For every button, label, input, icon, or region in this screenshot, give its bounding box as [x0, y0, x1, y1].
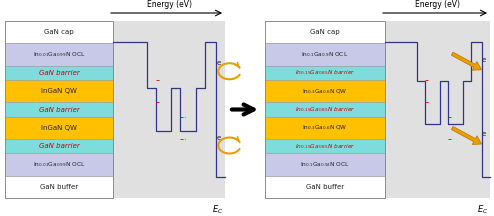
Text: GaN cap: GaN cap: [44, 29, 74, 35]
Text: e: e: [482, 57, 486, 63]
Text: In$_{0.1}$Ga$_{0.9}$N OCL: In$_{0.1}$Ga$_{0.9}$N OCL: [301, 50, 349, 59]
Text: GaN buffer: GaN buffer: [306, 184, 344, 190]
Text: In$_{0.3}$Ga$_{0.6}$N QW: In$_{0.3}$Ga$_{0.6}$N QW: [302, 87, 348, 95]
Bar: [5, 21, 225, 198]
Bar: [5, 154, 113, 176]
Bar: [265, 80, 385, 102]
Text: In$_{0.3}$Ga$_{0.6}$N QW: In$_{0.3}$Ga$_{0.6}$N QW: [302, 124, 348, 132]
Text: InGaN QW: InGaN QW: [41, 125, 77, 131]
Text: In$_{0.01}$Ga$_{0.99}$N OCL: In$_{0.01}$Ga$_{0.99}$N OCL: [33, 50, 85, 59]
Bar: [5, 21, 113, 198]
Text: e: e: [482, 131, 486, 137]
Text: In$_{0.15}$Ga$_{0.85}$N barrier: In$_{0.15}$Ga$_{0.85}$N barrier: [295, 105, 355, 114]
Bar: [5, 139, 113, 154]
Bar: [265, 176, 385, 198]
Bar: [265, 154, 385, 176]
Text: Energy (eV): Energy (eV): [415, 0, 460, 9]
Text: InGaN QW: InGaN QW: [41, 88, 77, 94]
Bar: [5, 117, 113, 139]
Text: $E_C$: $E_C$: [211, 204, 223, 216]
Bar: [5, 176, 113, 198]
Text: In$_{0.15}$Ga$_{0.85}$N barrier: In$_{0.15}$Ga$_{0.85}$N barrier: [295, 142, 355, 151]
Bar: [265, 117, 385, 139]
Text: e: e: [216, 135, 220, 141]
Bar: [5, 21, 113, 43]
Bar: [265, 139, 385, 154]
Bar: [265, 21, 385, 43]
Text: GaN buffer: GaN buffer: [40, 184, 78, 190]
Bar: [265, 102, 385, 117]
Text: GaN barrier: GaN barrier: [39, 106, 80, 113]
Text: In$_{0.15}$Ga$_{0.85}$N barrier: In$_{0.15}$Ga$_{0.85}$N barrier: [295, 68, 355, 77]
Bar: [5, 43, 113, 65]
Text: In$_{0.01}$Ga$_{0.99}$N OCL: In$_{0.01}$Ga$_{0.99}$N OCL: [33, 160, 85, 169]
FancyArrow shape: [452, 126, 482, 145]
Bar: [265, 65, 385, 80]
Text: Energy (eV): Energy (eV): [147, 0, 192, 9]
Bar: [265, 21, 385, 198]
Bar: [5, 65, 113, 80]
Text: GaN barrier: GaN barrier: [39, 143, 80, 149]
Text: $E_C$: $E_C$: [477, 204, 488, 216]
Text: GaN barrier: GaN barrier: [39, 70, 80, 76]
Bar: [265, 43, 385, 65]
Text: GaN cap: GaN cap: [310, 29, 340, 35]
Bar: [5, 80, 113, 102]
Text: In$_{0.1}$Ga$_{0.92}$N OCL: In$_{0.1}$Ga$_{0.92}$N OCL: [300, 160, 350, 169]
Text: e: e: [216, 60, 220, 66]
Bar: [5, 102, 113, 117]
Bar: [265, 21, 490, 198]
FancyArrow shape: [452, 52, 482, 70]
